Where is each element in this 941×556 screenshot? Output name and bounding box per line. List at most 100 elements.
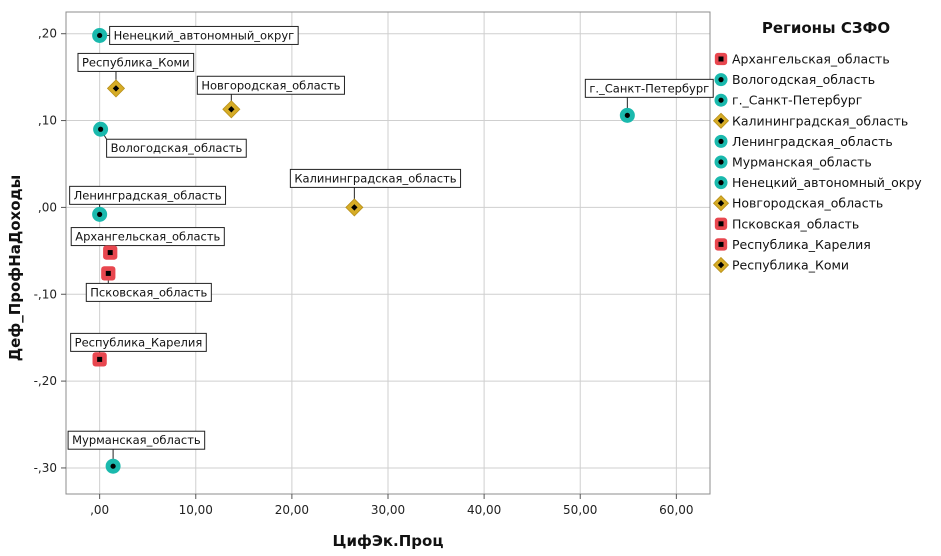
legend-marker (714, 134, 728, 148)
legend-marker (714, 176, 728, 190)
point-label-box (70, 227, 225, 247)
x-tick-label: 50,00 (563, 503, 597, 517)
legend-marker (714, 155, 728, 169)
x-tick-label: 10,00 (179, 503, 213, 517)
y-axis-title: Деф_ПрофНаДоходы (6, 175, 24, 361)
data-point (106, 79, 126, 98)
point-label: Мурманская_область (67, 430, 206, 450)
marker-center (718, 180, 724, 186)
legend-label: Новгородская_область (732, 196, 883, 211)
marker-center (718, 56, 724, 62)
data-point (105, 458, 121, 474)
legend-marker (712, 195, 730, 212)
marker-center (97, 356, 103, 362)
marker-center (110, 463, 116, 469)
data-points (92, 27, 635, 474)
marker-center (107, 250, 113, 256)
point-label-box (67, 430, 206, 450)
point-label-box (69, 185, 227, 205)
point-label: Калининградская_область (289, 168, 462, 188)
marker-center (718, 138, 724, 144)
legend-label: Республика_Коми (732, 258, 849, 273)
point-label: Псковская_область (85, 282, 212, 302)
legend: Регионы СЗФО Архангельская_область Волого… (712, 19, 922, 274)
point-label-text: Псковская_область (90, 285, 207, 299)
point-label: Вологодская_область (106, 138, 247, 158)
point-label: Республика_Коми (77, 52, 195, 72)
x-tick-label: 40,00 (467, 503, 501, 517)
legend-marker (714, 93, 728, 107)
point-label-box (70, 332, 207, 352)
marker-center (105, 270, 111, 276)
point-label-text: Новгородская_область (201, 78, 340, 92)
data-point (345, 198, 364, 217)
legend-item: Ненецкий_автономный_окру (714, 175, 922, 190)
legend-label: Мурманская_область (732, 155, 872, 170)
point-label: Архангельская_область (70, 227, 225, 247)
data-point (619, 107, 635, 123)
legend-label: Ненецкий_автономный_окру (732, 175, 922, 190)
legend-label: Республика_Карелия (732, 237, 871, 252)
marker-center (228, 106, 235, 113)
legend-item: Архангельская_область (714, 52, 890, 67)
point-labels: Ненецкий_автономный_округ Республика_Коми… (67, 25, 714, 450)
legend-item: г._Санкт-Петербург (714, 93, 862, 108)
point-label-text: Ненецкий_автономный_округ (114, 28, 295, 42)
data-point (101, 266, 116, 281)
point-label-text: Вологодская_область (111, 141, 243, 155)
y-tick-label: ,10 (38, 114, 57, 128)
x-tick-label: 30,00 (371, 503, 405, 517)
y-tick-label: -,10 (34, 287, 57, 301)
x-axis-title: ЦифЭк.Проц (333, 532, 444, 550)
marker-center (718, 77, 724, 83)
point-label: г._Санкт-Петербург (584, 78, 714, 98)
point-label-text: Архангельская_область (75, 230, 220, 244)
marker-center (97, 32, 103, 39)
data-point (92, 27, 108, 43)
marker-center (97, 211, 103, 217)
legend-item: Мурманская_область (714, 155, 872, 170)
legend-label: Вологодская_область (732, 72, 875, 87)
marker-center (717, 261, 725, 269)
legend-label: Ленинградская_область (732, 134, 893, 149)
legend-item: Псковская_область (714, 216, 859, 231)
data-point (92, 206, 108, 222)
point-label: Ленинградская_область (69, 185, 227, 205)
legend-label: Псковская_область (732, 216, 859, 231)
legend-item: Калининградская_область (712, 112, 908, 129)
axis-ticks: ,00 10,00 20,00 30,00 40,00 50,00 60,00 ,20 ,10,… (34, 27, 694, 517)
legend-label: Архангельская_область (732, 52, 890, 67)
point-label: Ненецкий_автономный_округ (109, 25, 299, 45)
point-label: Новгородская_область (196, 75, 345, 95)
legend-item: Ленинградская_область (714, 134, 893, 149)
legend-marker (712, 256, 730, 274)
marker-center (717, 117, 725, 124)
data-point (93, 121, 109, 137)
marker-center (718, 97, 724, 103)
data-point (92, 352, 107, 367)
marker-center (718, 221, 724, 227)
point-label-text: Калининградская_область (294, 171, 456, 185)
marker-center (98, 126, 104, 132)
y-tick-label: ,00 (38, 200, 57, 214)
legend-item: Республика_Карелия (714, 237, 871, 252)
legend-item: Вологодская_область (714, 72, 875, 87)
y-tick-label: ,20 (38, 27, 57, 41)
data-point (103, 245, 118, 260)
legend-label: г._Санкт-Петербург (732, 93, 862, 108)
legend-item: Новгородская_область (712, 195, 883, 212)
legend-title: Регионы СЗФО (762, 19, 890, 37)
y-tick-label: -,20 (34, 374, 57, 388)
point-label-box (85, 282, 212, 302)
point-label-text: Ленинградская_область (74, 188, 222, 202)
point-label-text: Мурманская_область (72, 433, 201, 447)
marker-center (624, 112, 630, 118)
point-label-box (584, 78, 714, 98)
point-label-box (77, 52, 195, 72)
marker-center (112, 85, 120, 92)
point-label-text: г._Санкт-Петербург (589, 81, 709, 95)
x-tick-label: 60,00 (659, 503, 693, 517)
point-label-box (106, 138, 247, 158)
x-tick-label: ,00 (90, 503, 109, 517)
